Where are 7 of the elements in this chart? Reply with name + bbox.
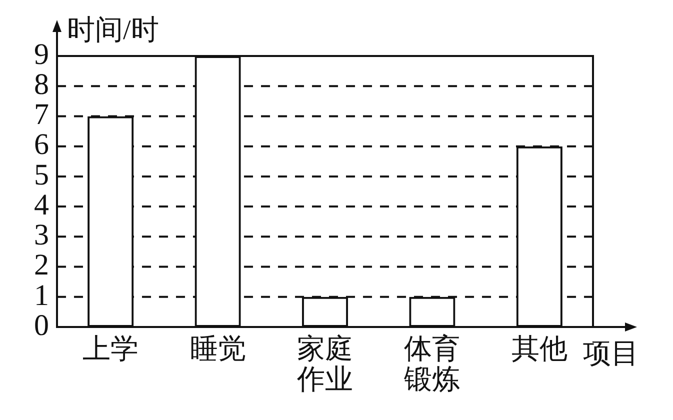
x-tick-label: 上学 bbox=[82, 334, 139, 365]
y-axis-title: 时间/时 bbox=[67, 15, 159, 46]
x-tick-label: 家庭作业 bbox=[296, 334, 353, 396]
x-tick-label: 睡觉 bbox=[190, 334, 246, 365]
x-tick-label: 其他 bbox=[511, 334, 568, 365]
x-tick-label: 体育锻炼 bbox=[403, 332, 460, 396]
x-axis-title: 项目 bbox=[583, 338, 639, 370]
